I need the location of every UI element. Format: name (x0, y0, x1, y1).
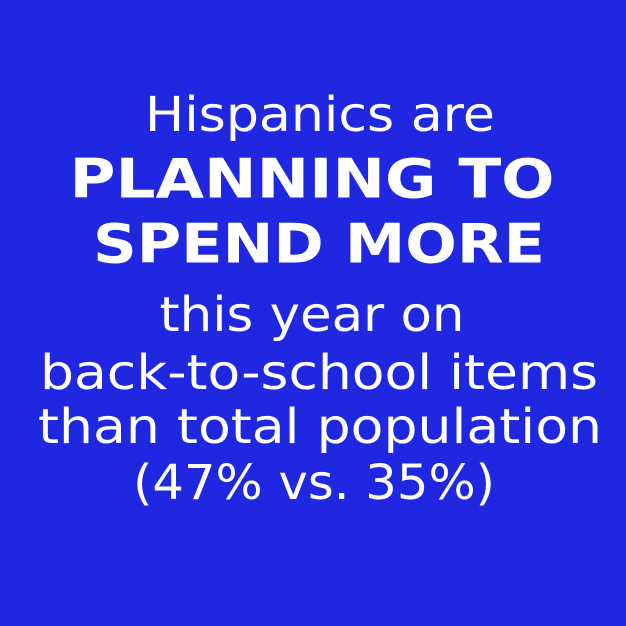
emphasis-line: PLANNING TO (70, 148, 555, 211)
body-line: this year on (160, 287, 465, 343)
body-line: back-to-school items (40, 345, 598, 401)
body-line: (47% vs. 35%) (133, 455, 495, 511)
emphasis-line: SPEND MORE (93, 213, 545, 276)
intro-line: Hispanics are (145, 87, 495, 143)
body-line: than total population (38, 399, 602, 455)
